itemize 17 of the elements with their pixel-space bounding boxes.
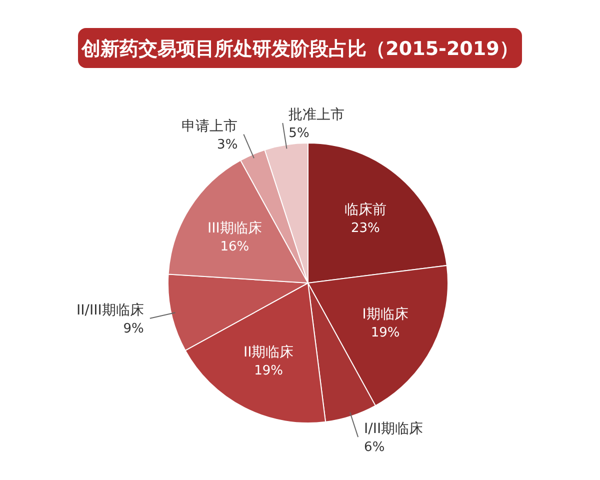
slice-label: II/III期临床 (76, 302, 144, 318)
slice-label: I/II期临床 (364, 421, 424, 438)
chart-title: 创新药交易项目所处研发阶段占比（2015-2019） (80, 38, 518, 60)
data-label: 19% (254, 363, 284, 378)
data-label: 16% (220, 239, 250, 254)
data-label: 23% (350, 220, 380, 236)
slice-label: I期临床 (362, 306, 408, 322)
slice-label: III期临床 (208, 220, 262, 236)
slice-label: 申请上市 (182, 118, 238, 134)
slice-label: 批准上市 (288, 106, 345, 123)
data-label: 6% (364, 440, 385, 456)
slice-label: II期临床 (243, 344, 294, 360)
slice-label: 临床前 (344, 202, 386, 218)
data-label: 5% (288, 126, 310, 141)
data-label: 19% (370, 325, 400, 340)
data-label: 3% (217, 137, 238, 152)
data-label: 9% (123, 321, 144, 336)
